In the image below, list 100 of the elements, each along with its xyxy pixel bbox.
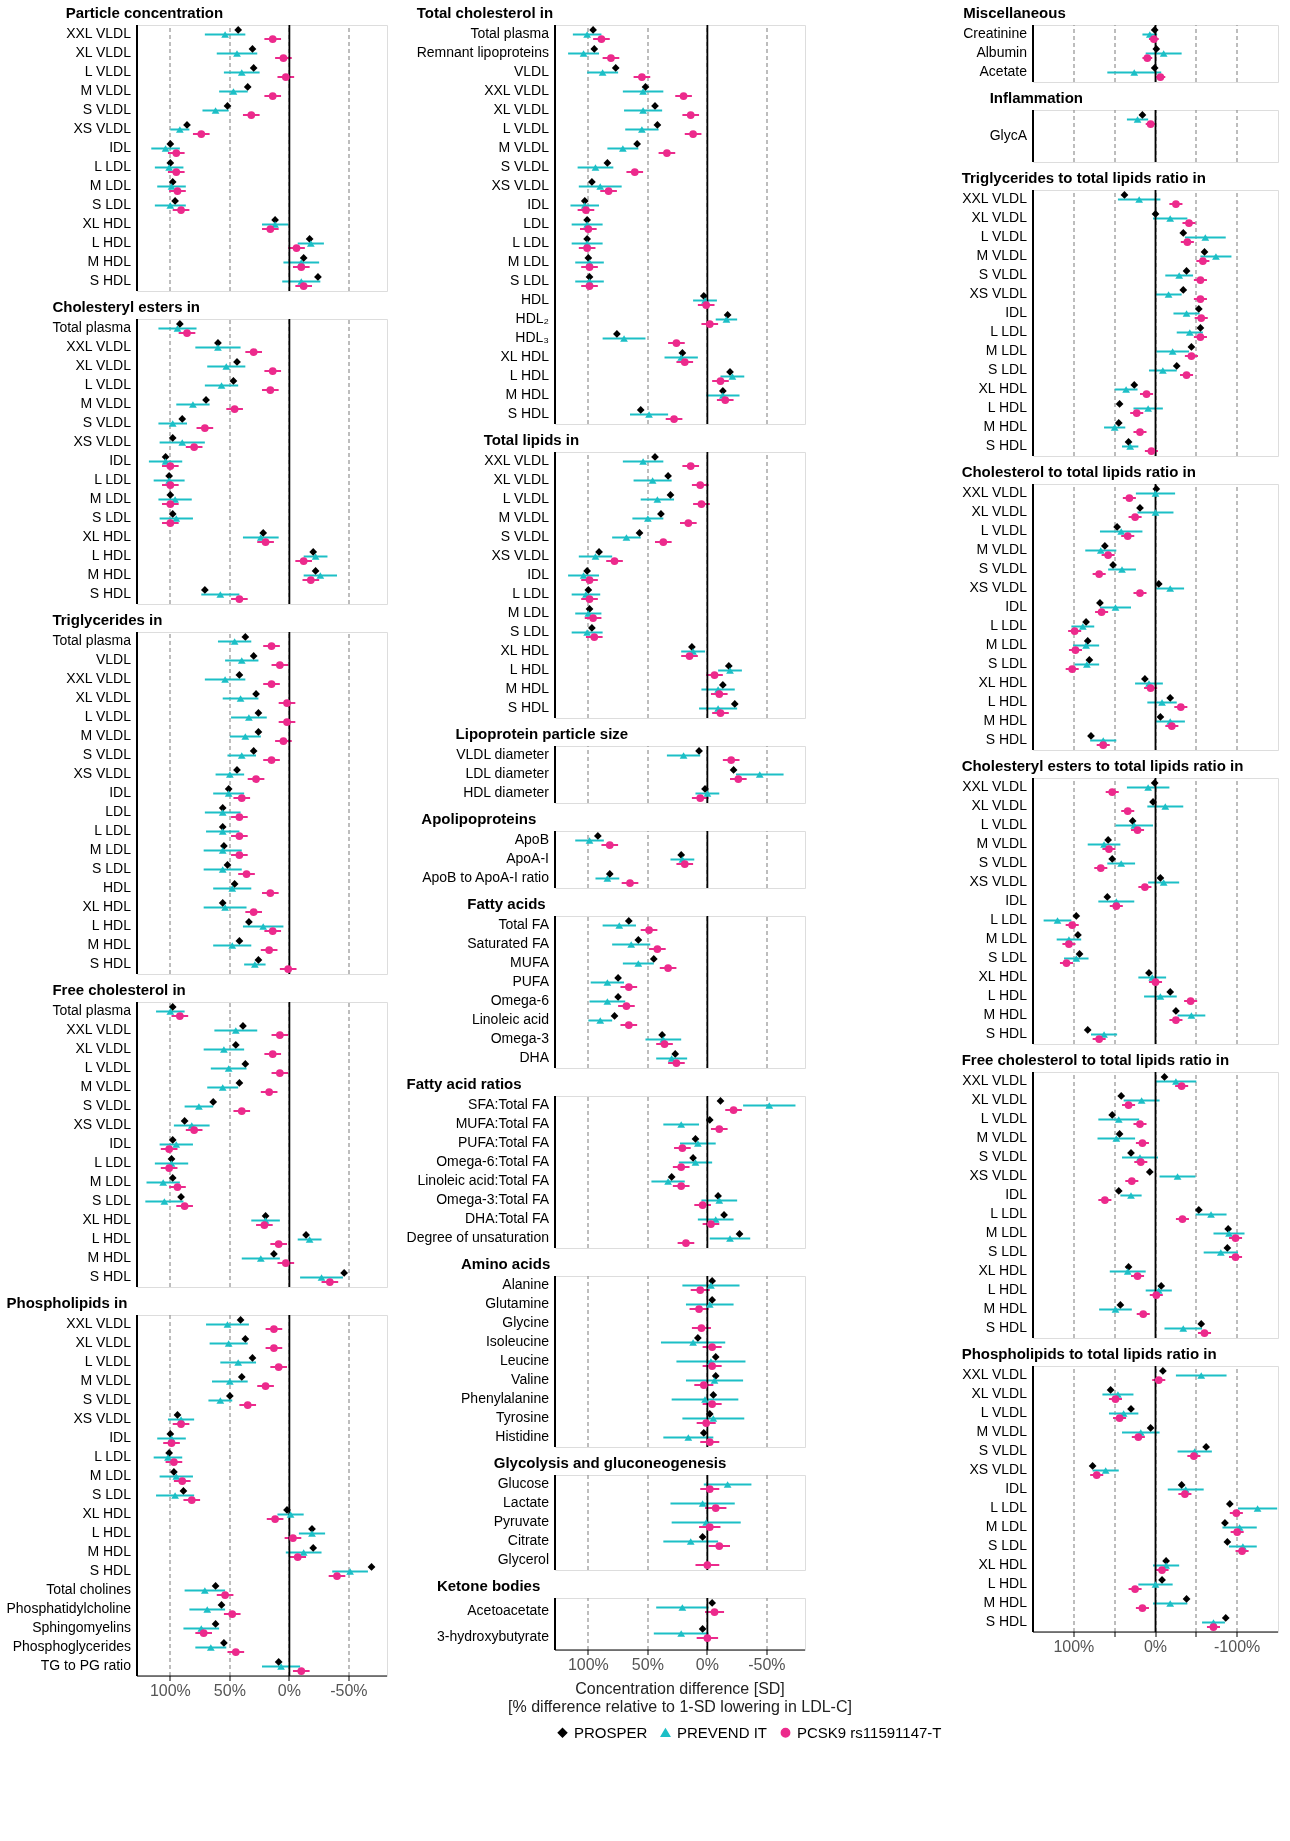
y-tick-label: Omega-6 (490, 992, 550, 1008)
y-tick-label: Leucine (499, 1352, 550, 1368)
y-tick-label: XS VLDL (491, 547, 550, 563)
chart-title: Amino acids (461, 1255, 551, 1273)
y-tick-label: L VLDL (980, 1404, 1028, 1420)
y-tick-label: M VLDL (80, 82, 132, 98)
y-tick-label: Acetate (979, 63, 1028, 79)
x-tick-label: 50% (213, 1682, 246, 1699)
y-tick-label: IDL (1005, 304, 1028, 320)
y-tick-label: S LDL (92, 196, 132, 212)
chart-title: Particle concentration (65, 4, 224, 22)
y-tick-label: M LDL (985, 342, 1028, 358)
x-tick-label: 0% (277, 1682, 301, 1699)
legend-label: PROSPER (574, 1723, 648, 1741)
y-tick-label: M HDL (505, 680, 550, 696)
y-tick-label: IDL (1005, 892, 1028, 908)
y-tick-label: IDL (527, 196, 550, 212)
y-tick-label: XS VLDL (491, 177, 550, 193)
y-tick-label: S VLDL (82, 101, 132, 117)
y-tick-label: L HDL (987, 1575, 1028, 1591)
y-tick-label: Lactate (503, 1494, 550, 1510)
x-tick-label: 0% (1143, 1638, 1168, 1655)
y-tick-label: S VLDL (978, 854, 1028, 870)
chart-title: Lipoprotein particle size (455, 725, 629, 743)
y-tick-label: Phenylalanine (461, 1390, 550, 1406)
y-tick-label: XS VLDL (73, 120, 132, 136)
y-tick-label: XL HDL (978, 674, 1028, 690)
y-tick-label: XL HDL (82, 215, 132, 231)
y-tick-label: M HDL (983, 712, 1028, 728)
chart-title: Phospholipids to total lipids ratio in (961, 1345, 1217, 1363)
y-tick-label: M LDL (89, 841, 132, 857)
y-tick-label: SFA:Total FA (468, 1096, 550, 1112)
y-tick-label: M VLDL (976, 541, 1028, 557)
y-tick-label: Total plasma (52, 1002, 132, 1018)
y-tick-label: M LDL (89, 490, 132, 506)
y-tick-label: L HDL (987, 399, 1028, 415)
chart-title: Miscellaneous (963, 4, 1066, 22)
y-tick-label: S HDL (89, 585, 132, 601)
chart-title: Triglycerides to total lipids ratio in (961, 169, 1206, 187)
y-tick-label: L HDL (987, 1281, 1028, 1297)
y-tick-label: L HDL (91, 234, 132, 250)
y-tick-label: XL HDL (978, 1556, 1028, 1572)
y-tick-label: L VLDL (502, 120, 550, 136)
y-tick-label: XL VLDL (75, 44, 132, 60)
y-tick-label: XS VLDL (969, 873, 1028, 889)
y-tick-label: MUFA (510, 954, 550, 970)
y-tick-label: L LDL (94, 158, 132, 174)
y-tick-label: Tyrosine (496, 1409, 550, 1425)
y-tick-label: LDL diameter (465, 765, 550, 781)
y-tick-label: S LDL (988, 949, 1028, 965)
y-tick-label: S LDL (988, 1537, 1028, 1553)
y-tick-label: ApoA-I (506, 850, 549, 866)
y-tick-label: M LDL (89, 177, 132, 193)
y-tick-label: XS VLDL (969, 285, 1028, 301)
y-tick-label: L LDL (990, 1205, 1028, 1221)
legend-label: PCSK9 rs11591147-T (797, 1723, 942, 1741)
y-tick-label: M VLDL (80, 1078, 132, 1094)
y-tick-label: XL HDL (500, 348, 550, 364)
y-tick-label: XL VLDL (75, 1334, 132, 1350)
y-tick-label: M HDL (983, 1300, 1028, 1316)
y-tick-label: XL VLDL (75, 1040, 132, 1056)
y-tick-label: XXL VLDL (962, 484, 1028, 500)
y-tick-label: L HDL (91, 917, 132, 933)
y-tick-label: M VLDL (80, 1372, 132, 1388)
y-tick-label: S LDL (988, 1243, 1028, 1259)
y-tick-label: L HDL (91, 1524, 132, 1540)
y-tick-label: XXL VLDL (66, 338, 132, 354)
y-tick-label: M VLDL (976, 835, 1028, 851)
chart-title: Inflammation (989, 89, 1084, 107)
y-tick-label: L VLDL (84, 63, 132, 79)
y-tick-label: L HDL (91, 547, 132, 563)
y-tick-label: L LDL (990, 617, 1028, 633)
y-tick-label: VLDL diameter (456, 746, 550, 762)
y-tick-label: Linoleic acid:Total FA (417, 1172, 550, 1188)
legend-label: PREVEND IT (677, 1723, 768, 1741)
y-tick-label: L VLDL (980, 522, 1028, 538)
y-tick-label: L LDL (512, 585, 550, 601)
y-tick-label: XL HDL (978, 968, 1028, 984)
y-tick-label: XXL VLDL (484, 82, 550, 98)
y-tick-label: Glutamine (485, 1295, 550, 1311)
x-tick-label: -50% (330, 1682, 368, 1699)
y-tick-label: XL HDL (978, 380, 1028, 396)
y-tick-label: Phosphatidylcholine (6, 1600, 132, 1616)
y-tick-label: Valine (511, 1371, 550, 1387)
y-tick-label: XS VLDL (73, 765, 132, 781)
chart-title: Triglycerides in (52, 611, 163, 629)
y-tick-label: M HDL (87, 566, 132, 582)
x-tick-label: 100% (567, 1656, 609, 1673)
y-tick-label: XXL VLDL (484, 452, 550, 468)
y-tick-label: M HDL (87, 253, 132, 269)
y-tick-label: M LDL (985, 636, 1028, 652)
y-tick-label: Glycine (502, 1314, 550, 1330)
y-tick-label: Phosphoglycerides (12, 1638, 131, 1654)
y-tick-label: S HDL (985, 1319, 1028, 1335)
y-tick-label: S HDL (89, 955, 132, 971)
y-tick-label: XXL VLDL (962, 1072, 1028, 1088)
y-tick-label: XL VLDL (75, 689, 132, 705)
y-tick-label: Albumin (976, 44, 1027, 60)
y-tick-label: S LDL (92, 860, 132, 876)
y-tick-label: XL VLDL (493, 471, 550, 487)
